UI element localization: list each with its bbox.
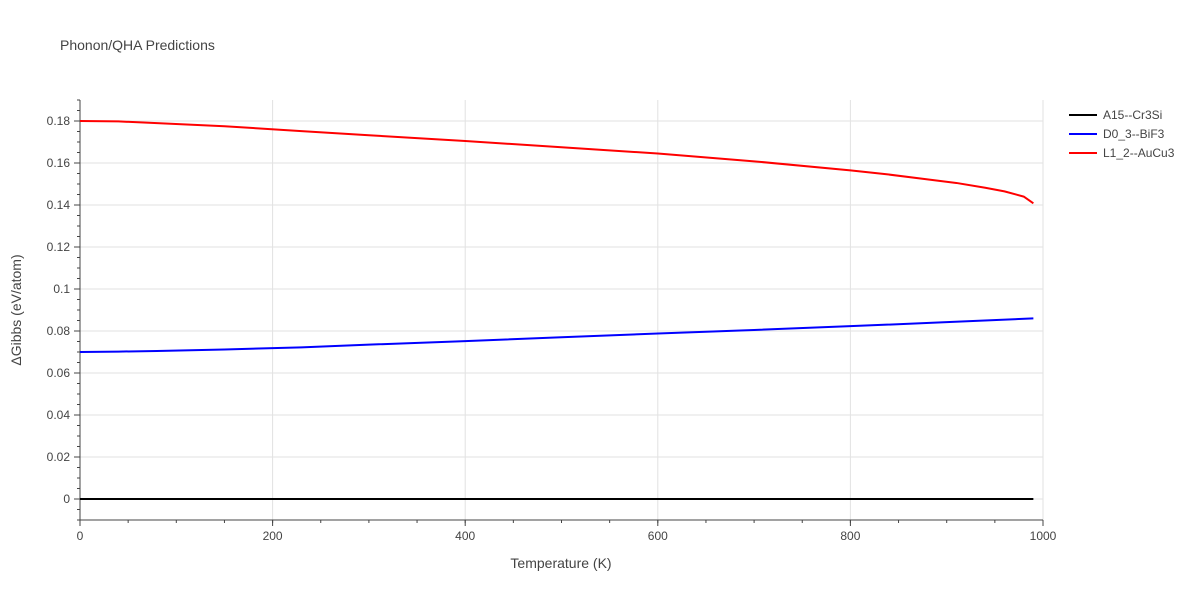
x-axis-title: Temperature (K) <box>510 555 611 571</box>
legend-item-1[interactable]: A15--Cr3Si <box>1069 108 1162 122</box>
y-axis-title: ΔGibbs (eV/atom) <box>8 254 24 365</box>
chart-title: Phonon/QHA Predictions <box>60 37 215 53</box>
y-tick-label: 0.18 <box>47 114 71 128</box>
x-tick-label: 800 <box>840 529 860 543</box>
legend-item-3[interactable]: L1_2--AuCu3 <box>1069 146 1175 160</box>
series-line-2[interactable] <box>79 317 1034 353</box>
tick-labels: 0 200 400 600 800 1000 0 0.02 0.04 0.06 0.08 0.1 0.1… <box>47 114 1057 543</box>
gridlines <box>80 100 1044 520</box>
legend-label: A15--Cr3Si <box>1103 108 1162 122</box>
axes <box>74 99 1044 526</box>
plot-area[interactable] <box>79 120 1034 500</box>
x-tick-label: 400 <box>455 529 475 543</box>
y-tick-label: 0.12 <box>47 240 71 254</box>
legend-item-2[interactable]: D0_3--BiF3 <box>1069 127 1165 141</box>
legend-label: D0_3--BiF3 <box>1103 127 1165 141</box>
y-tick-label: 0.02 <box>47 450 71 464</box>
y-tick-label: 0.06 <box>47 366 71 380</box>
series-line-3[interactable] <box>79 120 1034 205</box>
legend-label: L1_2--AuCu3 <box>1103 146 1175 160</box>
y-tick-label: 0.16 <box>47 156 71 170</box>
y-tick-label: 0.1 <box>53 282 70 296</box>
x-tick-label: 0 <box>77 529 84 543</box>
legend[interactable]: A15--Cr3Si D0_3--BiF3 L1_2--AuCu3 <box>1069 108 1175 160</box>
x-tick-label: 200 <box>263 529 283 543</box>
x-tick-label: 1000 <box>1030 529 1057 543</box>
y-tick-label: 0.04 <box>47 408 71 422</box>
x-tick-label: 600 <box>648 529 668 543</box>
y-tick-label: 0.08 <box>47 324 71 338</box>
y-tick-label: 0.14 <box>47 198 71 212</box>
y-tick-label: 0 <box>63 492 70 506</box>
